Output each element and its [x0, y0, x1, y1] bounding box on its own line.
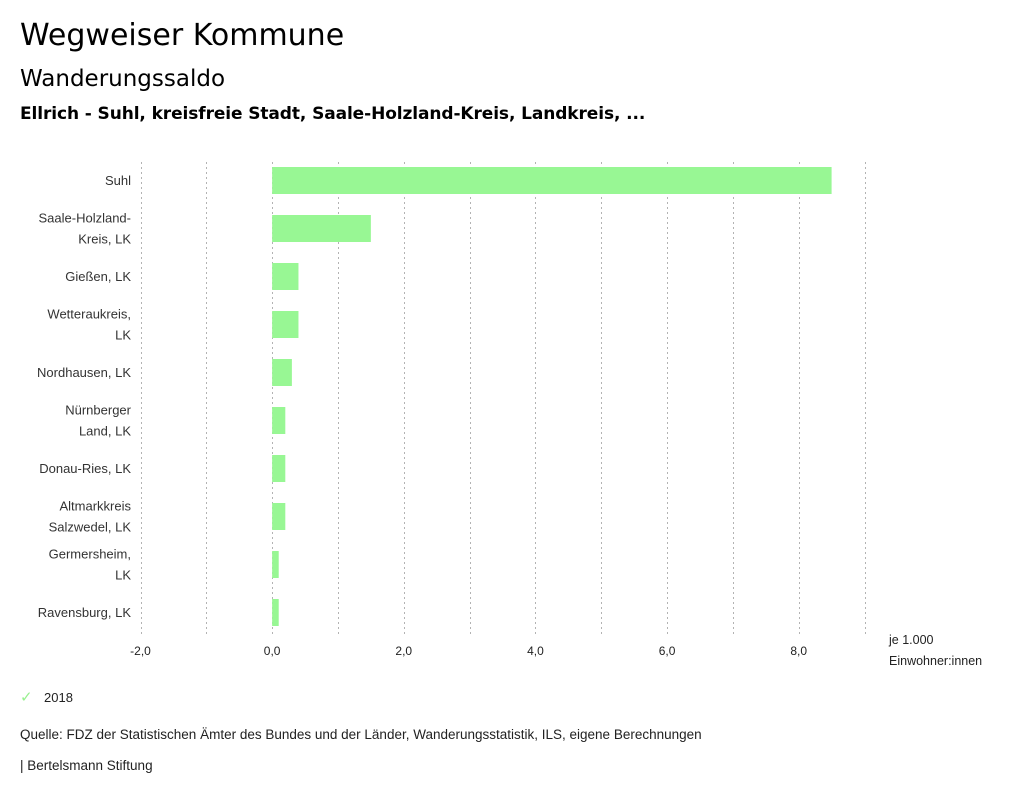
source-note: Quelle: FDZ der Statistischen Ämter des … [20, 727, 702, 742]
category-label-line: Wetteraukreis, [47, 307, 131, 322]
x-tick-label: -2,0 [130, 644, 151, 658]
check-icon: ✓ [20, 689, 33, 706]
category-label: Gießen, LK [65, 269, 131, 284]
bar[interactable] [272, 455, 286, 482]
category-label: Saale-Holzland- Kreis, LK [39, 211, 132, 247]
x-axis-tick-labels: -2,0 0,0 2,0 4,0 6,0 8,0 [130, 644, 807, 658]
bar[interactable] [272, 263, 299, 290]
category-label-line: Saale-Holzland- [39, 211, 132, 226]
x-tick-label: 4,0 [527, 644, 544, 658]
bar-chart: Suhl Saale-Holzland- Kreis, LK Gießen, LK We… [37, 162, 866, 658]
category-label-line: LK [115, 568, 131, 583]
category-label-line: Donau-Ries, LK [39, 461, 131, 476]
category-label-line: Nordhausen, LK [37, 365, 131, 380]
category-label-line: Nürnberger [65, 403, 131, 418]
category-label: Germersheim, LK [49, 547, 132, 583]
legend-label: 2018 [44, 689, 73, 705]
bar[interactable] [272, 311, 299, 338]
category-label-line: Altmarkkreis [59, 499, 131, 514]
category-label-line: Gießen, LK [65, 269, 131, 284]
x-axis-unit-line-2: Einwohner:innen [889, 654, 983, 668]
x-tick-label: 8,0 [790, 644, 807, 658]
bar[interactable] [272, 503, 286, 530]
grid-lines [141, 162, 866, 636]
category-label-line: LK [115, 328, 131, 343]
bar[interactable] [272, 167, 832, 194]
bar[interactable] [272, 215, 371, 242]
x-tick-label: 2,0 [395, 644, 412, 658]
category-label: Suhl [105, 173, 131, 188]
x-tick-label: 6,0 [659, 644, 676, 658]
bars [272, 167, 832, 626]
category-label: Altmarkkreis Salzwedel, LK [49, 499, 132, 535]
category-label-line: Land, LK [79, 424, 131, 439]
bar[interactable] [272, 407, 286, 434]
page-title: Wegweiser Kommune [20, 18, 345, 53]
category-label: Wetteraukreis, LK [47, 307, 131, 343]
category-label: Nordhausen, LK [37, 365, 131, 380]
legend-item-2018[interactable]: ✓ 2018 [20, 688, 73, 706]
x-axis-unit-label: je 1.000 Einwohner:innen [889, 630, 982, 672]
category-label-line: Ravensburg, LK [38, 605, 132, 620]
x-tick-label: 0,0 [264, 644, 281, 658]
category-label: Donau-Ries, LK [39, 461, 131, 476]
bar[interactable] [272, 359, 292, 386]
category-label-line: Salzwedel, LK [49, 520, 132, 535]
category-label: Nürnberger Land, LK [65, 403, 131, 439]
bar[interactable] [272, 599, 279, 626]
region-selection: Ellrich - Suhl, kreisfreie Stadt, Saale-… [20, 104, 646, 124]
category-labels: Suhl Saale-Holzland- Kreis, LK Gießen, LK We… [37, 173, 132, 620]
category-label-line: Germersheim, [49, 547, 131, 562]
x-axis-unit-line-1: je 1.000 [889, 633, 934, 647]
chart-subtitle: Wanderungssaldo [20, 66, 226, 92]
brand-note: | Bertelsmann Stiftung [20, 758, 153, 773]
category-label-line: Suhl [105, 173, 131, 188]
category-label-line: Kreis, LK [78, 232, 131, 247]
category-label: Ravensburg, LK [38, 605, 132, 620]
bar[interactable] [272, 551, 279, 578]
